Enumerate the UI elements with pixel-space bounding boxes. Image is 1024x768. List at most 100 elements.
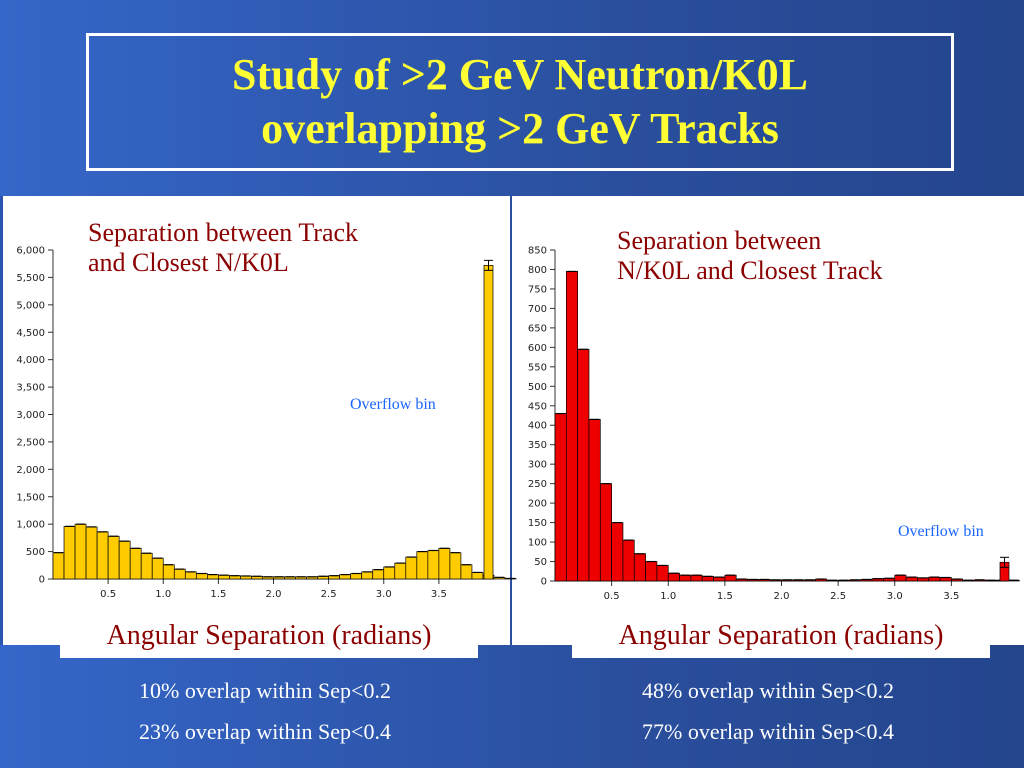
- left-histogram-bar: [162, 564, 175, 580]
- right-y-tick-label: 700: [528, 304, 547, 315]
- left-histogram-bar: [96, 531, 109, 580]
- stat-left-1: 10% overlap within Sep<0.2: [139, 678, 391, 703]
- overflow-label-right: Overflow bin: [898, 523, 984, 540]
- left-histogram-bar: [394, 562, 407, 580]
- right-y-tick-label: 150: [528, 518, 547, 529]
- left-histogram-bar: [129, 547, 142, 580]
- left-histogram-bar: [85, 526, 98, 580]
- right-histogram-bar: [622, 539, 635, 582]
- right-histogram-bar: [577, 348, 590, 582]
- right-y-tick-label: 350: [528, 440, 547, 451]
- right-histogram-bar: [645, 561, 658, 582]
- right-histogram-bar: [599, 483, 612, 582]
- right-x-tick-label: 3.0: [887, 591, 903, 602]
- left-histogram-bar: [184, 571, 197, 580]
- left-histogram-bar: [140, 552, 153, 580]
- title-band: [0, 0, 1024, 196]
- right-histogram-bar: [724, 574, 737, 582]
- right-y-tick-label: 650: [528, 323, 547, 334]
- left-histogram-bar: [52, 552, 65, 580]
- right-x-tick-label: 2.5: [830, 591, 846, 602]
- right-x-tick-label: 2.0: [774, 591, 790, 602]
- right-y-tick-label: 600: [528, 343, 547, 354]
- right-x-tick-label: 0.5: [604, 591, 620, 602]
- right-y-tick-label: 400: [528, 421, 547, 432]
- right-histogram-bar: [667, 572, 680, 582]
- right-y-tick-label: 200: [528, 499, 547, 510]
- left-histogram-bar: [361, 571, 374, 580]
- left-histogram-bar: [74, 523, 87, 580]
- right-histogram-bar: [690, 574, 703, 582]
- left-y-tick-label: 2,500: [16, 437, 45, 448]
- left-histogram-bar: [383, 566, 396, 580]
- right-histogram-bar: [894, 574, 907, 582]
- right-histogram-bar: [565, 271, 579, 582]
- right-y-tick-label: 550: [528, 362, 547, 373]
- x-axis-label-left: Angular Separation (radians): [60, 618, 478, 658]
- right-y-tick-label: 850: [528, 246, 547, 257]
- left-histogram-bar: [173, 568, 186, 580]
- left-x-tick-label: 2.5: [321, 589, 337, 600]
- right-histogram-bar: [554, 413, 567, 582]
- left-histogram-bar: [416, 551, 429, 580]
- left-x-tick-label: 2.0: [266, 589, 282, 600]
- right-y-tick-label: 500: [528, 382, 547, 393]
- left-histogram-bar: [195, 573, 208, 580]
- slide-title-line-2: overlapping >2 GeV Tracks: [261, 104, 779, 153]
- left-y-tick-label: 0: [39, 575, 45, 586]
- right-x-tick-label: 1.5: [717, 591, 733, 602]
- right-histogram-bar: [633, 553, 646, 582]
- left-y-tick-label: 6,000: [16, 246, 45, 257]
- left-y-tick-label: 4,000: [16, 355, 45, 366]
- left-histogram-bar: [405, 556, 418, 580]
- left-x-tick-label: 1.5: [210, 589, 226, 600]
- left-histogram-bar: [460, 564, 473, 580]
- left-y-tick-label: 500: [26, 547, 45, 558]
- chart-left-title-line-1: Separation between Track: [88, 218, 359, 247]
- right-y-tick-label: 0: [541, 577, 547, 588]
- left-histogram-bar: [207, 574, 219, 580]
- left-y-tick-label: 4,500: [16, 328, 45, 339]
- stat-left-2: 23% overlap within Sep<0.4: [139, 719, 391, 744]
- left-x-tick-label: 0.5: [100, 589, 116, 600]
- left-histogram-bar: [372, 569, 385, 580]
- stat-right-1: 48% overlap within Sep<0.2: [642, 678, 894, 703]
- left-y-tick-label: 5,500: [16, 273, 45, 284]
- left-y-tick-label: 1,000: [16, 520, 45, 531]
- right-y-tick-label: 250: [528, 479, 547, 490]
- stats-band: [0, 645, 1024, 768]
- right-y-tick-label: 800: [528, 265, 547, 276]
- left-x-tick-label: 3.5: [431, 589, 447, 600]
- right-x-tick-label: 1.0: [660, 591, 676, 602]
- left-histogram-bar: [350, 573, 363, 580]
- left-histogram-bar: [471, 572, 484, 580]
- right-y-tick-label: 450: [528, 401, 547, 412]
- left-x-tick-label: 3.0: [376, 589, 392, 600]
- left-histogram-bar: [339, 574, 352, 580]
- right-histogram-bar: [611, 522, 624, 582]
- slide-title-line-1: Study of >2 GeV Neutron/K0L: [232, 50, 808, 99]
- overflow-label-left: Overflow bin: [350, 396, 436, 413]
- right-y-tick-label: 100: [528, 538, 547, 549]
- left-y-tick-label: 3,500: [16, 383, 45, 394]
- left-histogram-bar: [63, 526, 76, 580]
- stat-right-2: 77% overlap within Sep<0.4: [642, 719, 894, 744]
- left-edge-bar: [0, 196, 3, 645]
- left-y-tick-label: 2,000: [16, 465, 45, 476]
- left-histogram-bar: [118, 540, 131, 580]
- chart-left-title: Separation between Track and Closest N/K…: [88, 218, 358, 278]
- left-y-tick-label: 3,000: [16, 410, 45, 421]
- right-histogram-bar: [588, 419, 601, 582]
- right-y-tick-label: 750: [528, 284, 547, 295]
- chart-right-title-line-2: N/K0L and Closest Track: [617, 256, 883, 285]
- right-histogram-bar: [656, 565, 669, 582]
- left-y-tick-label: 5,000: [16, 300, 45, 311]
- right-y-tick-label: 300: [528, 460, 547, 471]
- histogram-right: 0 50 100 150 200 250 300 350 400 450 500 550 600 650 7…: [528, 246, 1020, 602]
- right-y-tick-label: 50: [534, 557, 547, 568]
- x-axis-label-right: Angular Separation (radians): [572, 618, 990, 658]
- panel-divider: [510, 196, 512, 645]
- left-histogram-bar: [438, 547, 451, 580]
- chart-left-title-line-2: and Closest N/K0L: [88, 248, 289, 277]
- right-x-tick-label: 3.5: [943, 591, 959, 602]
